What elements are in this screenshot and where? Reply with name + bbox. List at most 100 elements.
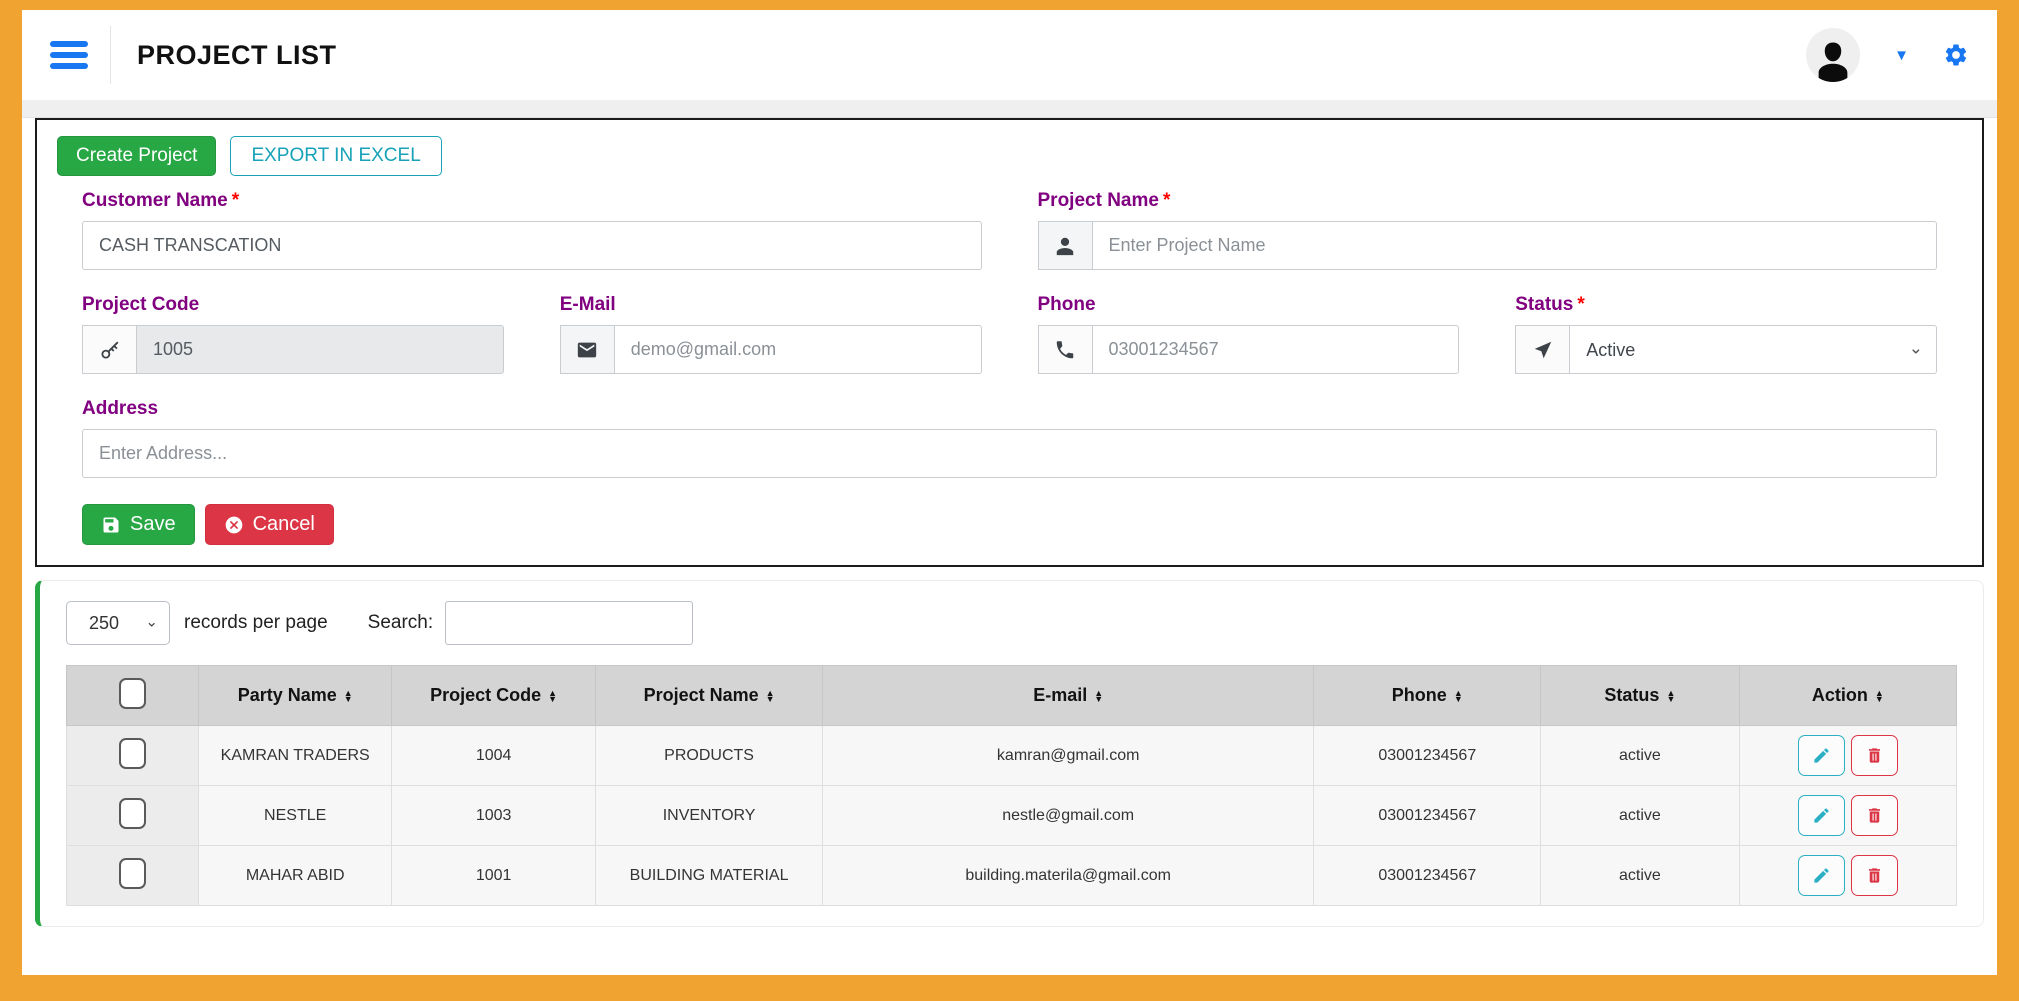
sort-icon: ▲ ▼: [343, 688, 353, 705]
delete-button[interactable]: [1850, 795, 1898, 836]
projects-table: Party Name ▲ ▼ Project Code ▲ ▼ Project Name…: [65, 665, 1958, 906]
table-row: NESTLE 1003 INVENTORY nestle@gmail.com 03001…: [65, 785, 1958, 846]
pencil-icon: [1814, 808, 1829, 823]
col-header-status[interactable]: Status ▲ ▼: [1540, 665, 1740, 726]
table-header-row: Party Name ▲ ▼ Project Code ▲ ▼ Project Name…: [65, 665, 1958, 726]
phone-cell: 03001234567: [1313, 845, 1542, 906]
envelope-icon: [559, 325, 614, 374]
col-header-project-name[interactable]: Project Name ▲ ▼: [595, 665, 823, 726]
sort-icon: ▲ ▼: [548, 688, 558, 705]
sort-icon: ▲ ▼: [1453, 688, 1463, 705]
action-cell: [1738, 725, 1958, 786]
customer-name-group: Customer Name *: [82, 190, 982, 270]
person-icon: [1037, 221, 1092, 270]
col-header-email[interactable]: E-mail ▲ ▼: [821, 665, 1315, 726]
records-per-page-label: records per page: [184, 612, 328, 633]
address-group: Address: [82, 398, 1937, 478]
edit-button[interactable]: [1797, 795, 1845, 836]
project-name-cell: BUILDING MATERIAL: [595, 845, 823, 906]
search-label: Search:: [367, 612, 434, 633]
sort-icon: ▲ ▼: [1666, 688, 1676, 705]
phone-cell: 03001234567: [1313, 725, 1542, 786]
project-code-cell: 1004: [391, 725, 597, 786]
status-group: Status * Active ⌄: [1515, 294, 1937, 374]
key-icon: [82, 325, 136, 374]
row-select-cell: [65, 785, 200, 846]
col-header-project-code[interactable]: Project Code ▲ ▼: [391, 665, 597, 726]
address-input[interactable]: [82, 429, 1937, 478]
phone-label: Phone: [1037, 294, 1096, 315]
table-body: KAMRAN TRADERS 1004 PRODUCTS kamran@gmail.c…: [65, 725, 1958, 906]
user-avatar[interactable]: [1806, 28, 1861, 82]
col-header-action[interactable]: Action ▲ ▼: [1738, 665, 1958, 726]
create-project-button[interactable]: Create Project: [57, 136, 217, 176]
search-input[interactable]: [445, 601, 694, 645]
project-code-label: Project Code: [82, 294, 200, 315]
project-name-cell: PRODUCTS: [595, 725, 823, 786]
app-window: PROJECT LIST ▼ Create Project EXPORT IN …: [22, 10, 1997, 975]
email-cell: kamran@gmail.com: [821, 725, 1315, 786]
top-bar: PROJECT LIST ▼: [22, 10, 1997, 100]
row-checkbox[interactable]: [119, 857, 147, 889]
edit-button[interactable]: [1797, 735, 1845, 776]
sort-icon: ▲ ▼: [765, 688, 775, 705]
project-name-input[interactable]: [1091, 221, 1937, 270]
email-input[interactable]: [613, 325, 982, 374]
customer-name-label: Customer Name *: [82, 190, 240, 211]
row-select-cell: [65, 845, 200, 906]
chevron-down-icon[interactable]: ▼: [1894, 46, 1909, 64]
person-icon: [1818, 42, 1848, 82]
status-label: Status *: [1515, 294, 1585, 315]
pencil-icon: [1814, 748, 1829, 763]
project-name-label: Project Name *: [1037, 190, 1171, 211]
address-label: Address: [82, 398, 159, 419]
divider: [110, 26, 111, 84]
pencil-icon: [1814, 868, 1829, 883]
action-cell: [1738, 845, 1958, 906]
project-code-input[interactable]: [136, 325, 504, 374]
project-form-card: Create Project EXPORT IN EXCEL Customer …: [35, 118, 1984, 567]
email-label: E-Mail: [559, 294, 616, 315]
select-all-checkbox[interactable]: [119, 677, 147, 709]
email-cell: nestle@gmail.com: [821, 785, 1315, 846]
sort-icon: ▲ ▼: [1874, 688, 1884, 705]
sort-icon: ▲ ▼: [1094, 688, 1104, 705]
status-cell: active: [1540, 785, 1740, 846]
cancel-button[interactable]: Cancel: [204, 504, 334, 545]
hamburger-menu-icon[interactable]: [50, 36, 88, 74]
page-title: PROJECT LIST: [137, 39, 337, 70]
email-group: E-Mail: [559, 294, 982, 374]
save-button[interactable]: Save: [82, 504, 195, 545]
gear-icon[interactable]: [1943, 42, 1969, 68]
export-excel-button[interactable]: EXPORT IN EXCEL: [230, 136, 442, 176]
trash-icon: [1868, 748, 1880, 763]
project-code-cell: 1001: [391, 845, 597, 906]
col-header-phone[interactable]: Phone ▲ ▼: [1313, 665, 1542, 726]
delete-button[interactable]: [1850, 735, 1898, 776]
divider: [22, 100, 1997, 118]
table-row: KAMRAN TRADERS 1004 PRODUCTS kamran@gmail.c…: [65, 725, 1958, 786]
customer-name-input[interactable]: [82, 221, 982, 270]
phone-group: Phone: [1037, 294, 1460, 374]
project-name-cell: INVENTORY: [595, 785, 823, 846]
delete-button[interactable]: [1850, 855, 1898, 896]
project-name-group: Project Name *: [1037, 190, 1937, 270]
row-select-cell: [65, 725, 200, 786]
project-list-card: 250 ⌄ records per page Search: Party Nam…: [35, 580, 1984, 927]
phone-input[interactable]: [1091, 325, 1460, 374]
status-cell: active: [1540, 845, 1740, 906]
floppy-icon: [103, 517, 119, 532]
page-size-select[interactable]: 250: [66, 601, 170, 645]
status-select[interactable]: Active: [1569, 325, 1937, 374]
phone-icon: [1037, 325, 1092, 374]
location-arrow-icon: [1515, 325, 1570, 374]
col-header-party-name[interactable]: Party Name ▲ ▼: [198, 665, 393, 726]
row-checkbox[interactable]: [119, 797, 147, 829]
project-code-cell: 1003: [391, 785, 597, 846]
x-circle-icon: [225, 516, 242, 533]
trash-icon: [1868, 868, 1880, 883]
project-code-group: Project Code: [82, 294, 504, 374]
phone-cell: 03001234567: [1313, 785, 1542, 846]
row-checkbox[interactable]: [119, 737, 147, 769]
edit-button[interactable]: [1797, 855, 1845, 896]
